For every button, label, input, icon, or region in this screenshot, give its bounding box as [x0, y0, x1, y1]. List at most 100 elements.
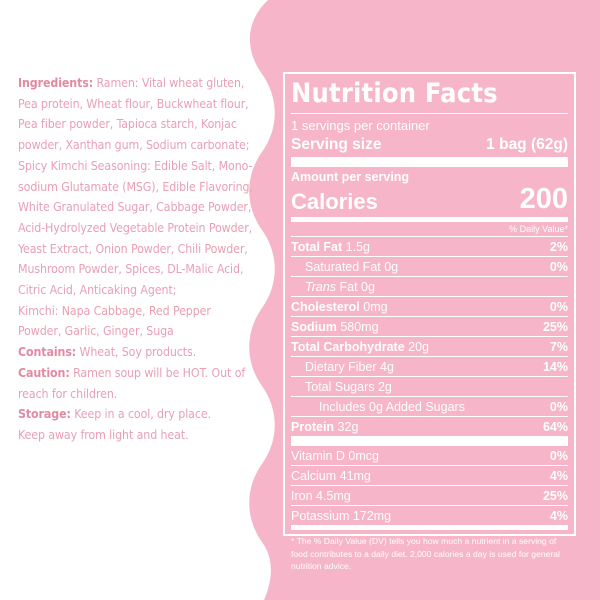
iron-dv: 25% [542, 488, 568, 503]
ingredient-line: Pea protein, Wheat flour, Buckwheat flou… [18, 94, 249, 115]
total-carb-row: Total Carbohydrate 20g 7% [291, 336, 568, 356]
ingredient-line: Contains: Wheat, Soy products. [18, 342, 248, 363]
serving-size-row: Serving size 1 bag (62g) [291, 135, 568, 154]
ingredient-line: Ingredients: Ramen: Vital wheat gluten, [18, 73, 248, 94]
ingredients-block: Ingredients: Ramen: Vital wheat gluten, P… [18, 73, 253, 446]
ingredient-line: sodium Glutamate (MSG), Edible Flavoring… [18, 177, 253, 198]
dietary-fiber-dv: 14% [542, 359, 568, 374]
nutrition-facts-panel: Nutrition Facts 1 servings per container… [283, 72, 576, 571]
potassium-label: Potassium 172mg [291, 508, 392, 523]
saturated-fat-label: Saturated Fat 0g [305, 259, 399, 274]
ingredient-text: Powder, Garlic, Ginger, Suga [18, 324, 174, 339]
ingredient-line: Kimchi: Napa Cabbage, Red Pepper [18, 301, 248, 322]
ingredient-text: Acid-Hydrolyzed Vegetable Protein Powder… [18, 220, 253, 235]
dietary-fiber-row: Dietary Fiber 4g 14% [291, 356, 568, 376]
ingredient-text: sodium Glutamate (MSG), Edible Flavoring… [18, 179, 253, 194]
serving-size-value: 1 bag (62g) [486, 136, 568, 153]
divider [291, 113, 568, 114]
iron-row: Iron 4.5mg 25% [291, 485, 568, 505]
nutrition-facts-title: Nutrition Facts [291, 78, 498, 109]
protein-row: Protein 32g 64% [291, 416, 568, 436]
footnote-divider [291, 525, 568, 530]
vitamin-d-row: Vitamin D 0mcg 0% [291, 446, 568, 465]
total-fat-label: Total Fat [291, 239, 343, 254]
ingredient-text: Spicy Kimchi Seasoning: Edible Salt, Mon… [18, 158, 253, 173]
saturated-fat-dv: 0% [549, 259, 568, 274]
thick-divider-vitamins [291, 436, 568, 446]
ingredient-text: powder, Xanthan gum, Sodium carbonate; [18, 138, 250, 153]
calcium-dv: 4% [549, 468, 568, 483]
ingredient-line: Pea fiber powder, Tapioca starch, Konjac [18, 114, 248, 135]
ingredient-line: Keep away from light and heat. [18, 425, 248, 446]
cholesterol-label: Cholesterol [291, 299, 360, 314]
cholesterol-dv: 0% [549, 299, 568, 314]
protein-amount: 32g [334, 419, 359, 434]
total-carb-amount: 20g [404, 339, 430, 354]
calories-label: Calories [291, 189, 378, 214]
ingredient-line: reach for children. [18, 384, 248, 405]
ingredient-text: Pea fiber powder, Tapioca starch, Konjac [18, 117, 237, 132]
ingredient-text: Ramen soup will be HOT. Out of [69, 365, 246, 380]
ingredient-line: Storage: Keep in a cool, dry place. [18, 404, 248, 425]
cholesterol-row: Cholesterol 0mg 0% [291, 296, 568, 316]
added-sugars-row: Includes 0g Added Sugars 0% [291, 396, 568, 416]
added-sugars-label: Includes 0g Added Sugars [319, 399, 465, 414]
total-sugars-row: Total Sugars 2g [291, 376, 568, 396]
vitamin-d-label: Vitamin D 0mcg [291, 448, 379, 463]
ingredient-heading: Caution: [18, 365, 70, 380]
saturated-fat-row: Saturated Fat 0g 0% [291, 256, 568, 276]
total-fat-dv: 2% [549, 239, 568, 254]
total-sugars-label: Total Sugars 2g [305, 379, 392, 394]
ingredient-line: powder, Xanthan gum, Sodium carbonate; [18, 135, 250, 156]
trans-fat-label-italic: Trans [305, 279, 337, 294]
trans-fat-row: Trans Fat 0g [291, 276, 568, 296]
cholesterol-amount: 0mg [359, 299, 388, 314]
ingredient-text: Keep in a cool, dry place. [70, 407, 211, 422]
protein-dv: 64% [542, 419, 568, 434]
serving-size-label: Serving size [291, 136, 382, 153]
calories-value: 200 [519, 183, 568, 215]
iron-label: Iron 4.5mg [291, 488, 351, 503]
ingredient-line: Acid-Hydrolyzed Vegetable Protein Powder… [18, 218, 252, 239]
total-fat-row: Total Fat 1.5g 2% [291, 236, 568, 256]
ingredient-text: Keep away from light and heat. [18, 427, 189, 442]
ingredient-text: Wheat, Soy products. [76, 345, 197, 360]
calcium-label: Calcium 41mg [291, 468, 371, 483]
sodium-amount: 580mg [336, 319, 379, 334]
ingredient-line: Yeast Extract, Onion Powder, Chili Powde… [18, 239, 248, 260]
amount-per-serving: Amount per serving [291, 170, 410, 184]
vitamin-d-dv: 0% [549, 448, 568, 463]
dietary-fiber-label: Dietary Fiber 4g [305, 359, 394, 374]
ingredient-heading: Contains: [18, 345, 77, 360]
ingredient-text: Pea protein, Wheat flour, Buckwheat flou… [18, 96, 249, 111]
ingredient-text: White Granulated Sugar, Cabbage Powder, [18, 200, 252, 215]
ingredient-line: Powder, Garlic, Ginger, Suga [18, 321, 248, 342]
ingredient-text: Yeast Extract, Onion Powder, Chili Powde… [18, 241, 248, 256]
ingredient-line: Citric Acid, Anticaking Agent; [18, 280, 248, 301]
ingredient-text: Mushroom Powder, Spices, DL-Malic Acid, [18, 262, 244, 277]
ingredient-heading: Ingredients: [18, 76, 94, 90]
potassium-dv: 4% [549, 508, 568, 523]
total-carb-label: Total Carbohydrate [291, 339, 405, 354]
ingredient-text: Citric Acid, Anticaking Agent; [18, 283, 177, 298]
potassium-row: Potassium 172mg 4% [291, 505, 568, 525]
calories-row: Calories 200 [291, 183, 568, 215]
medium-divider [291, 217, 568, 222]
total-fat-amount: 1.5g [342, 239, 370, 254]
ingredient-line: Spicy Kimchi Seasoning: Edible Salt, Mon… [18, 156, 253, 177]
ingredient-line: White Granulated Sugar, Cabbage Powder, [18, 197, 252, 218]
sodium-label: Sodium [291, 319, 337, 334]
ingredient-line: Caution: Ramen soup will be HOT. Out of [18, 363, 248, 384]
ingredient-text: Ramen: Vital wheat gluten, [93, 76, 245, 90]
trans-fat-label-rest: Fat 0g [336, 279, 375, 294]
protein-label: Protein [291, 419, 335, 434]
sodium-dv: 25% [542, 319, 568, 334]
daily-value-footnote: * The % Daily Value (DV) tells you how m… [291, 536, 560, 571]
total-carb-dv: 7% [549, 339, 568, 354]
ingredient-text: Kimchi: Napa Cabbage, Red Pepper [18, 303, 211, 318]
daily-value-header: % Daily Value* [509, 224, 568, 234]
ingredient-text: reach for children. [18, 386, 118, 401]
ingredient-heading: Storage: [18, 407, 71, 422]
calcium-row: Calcium 41mg 4% [291, 465, 568, 485]
